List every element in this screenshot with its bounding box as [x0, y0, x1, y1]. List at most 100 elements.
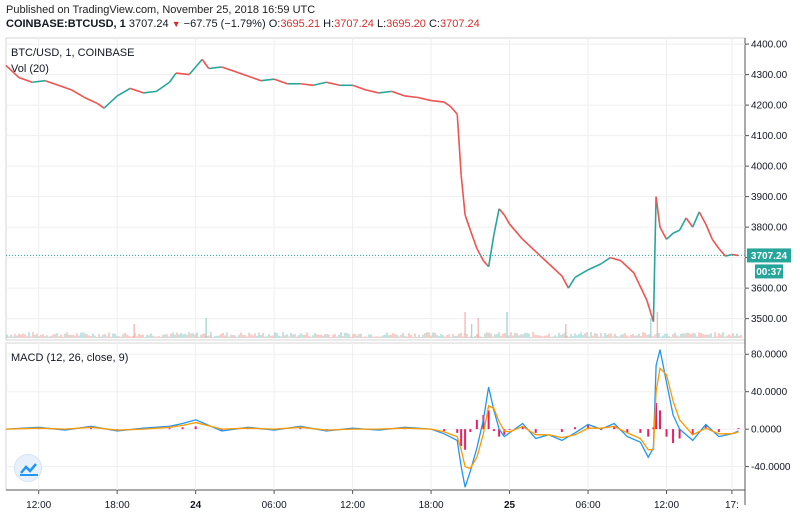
price-segment: [70, 89, 85, 99]
price-axis-label: 3600.00: [751, 284, 788, 295]
published-notice: Published on TradingView.com, November 2…: [6, 4, 316, 16]
macd-axis-label: -40.0000: [751, 462, 791, 473]
tradingview-logo-icon[interactable]: [14, 454, 42, 482]
price-segment: [300, 82, 314, 87]
price-segment: [548, 263, 563, 277]
price-change: −67.75 (−1.79%): [183, 18, 266, 30]
price-segment: [188, 58, 203, 76]
price-segment: [168, 72, 177, 83]
price-segment: [32, 79, 46, 84]
price-segment: [620, 260, 635, 274]
price-segment: [84, 96, 98, 105]
price-segment: [221, 66, 236, 73]
price-segment: [155, 81, 170, 93]
price-segment: [326, 81, 340, 87]
price-segment: [97, 102, 105, 109]
price-axis-label: 4200.00: [751, 101, 788, 112]
time-axis-label: 12:00: [654, 500, 679, 511]
open-value: 3695.21: [280, 18, 321, 30]
time-axis-label: 18:00: [105, 500, 130, 511]
price-segment: [685, 217, 694, 228]
price-segment: [508, 223, 516, 231]
price-segment: [487, 234, 495, 267]
time-axis-label: 12:00: [26, 500, 51, 511]
countdown-badge-bg: [755, 264, 783, 279]
price-segment: [430, 99, 445, 103]
high-label: H:: [323, 18, 335, 30]
symbol-quote-bar: COINBASE:BTCUSD, 1 3707.24 ▼ −67.75 (−1.…: [6, 18, 480, 30]
high-value: 3707.24: [334, 18, 374, 30]
price-segment: [665, 232, 674, 240]
price-segment: [678, 217, 687, 231]
price-segment: [718, 247, 726, 257]
price-segment: [535, 250, 550, 265]
time-axis-label: 06:00: [576, 500, 601, 511]
price-axis-label: 4300.00: [751, 70, 788, 81]
time-axis-label: 06:00: [262, 500, 287, 511]
price-segment: [365, 89, 379, 94]
price-segment: [247, 75, 262, 82]
price-segment: [175, 72, 190, 76]
price-segment: [450, 106, 458, 115]
time-axis-label: 17:: [725, 500, 739, 511]
price-segment: [260, 78, 275, 82]
price-segment: [116, 87, 131, 97]
macd-axis-label: 40.0000: [751, 387, 788, 398]
price-segment: [460, 175, 466, 216]
price-segment: [503, 214, 511, 225]
price-segment: [469, 229, 478, 249]
price-segment: [705, 223, 714, 240]
price-segment: [482, 260, 490, 268]
signal-line: [5, 366, 739, 470]
price-segment: [691, 211, 700, 228]
price-segment: [5, 64, 20, 79]
volume-legend: Vol (20): [11, 63, 49, 75]
price-segment: [273, 78, 288, 85]
price-segment: [610, 256, 621, 262]
price-segment: [234, 70, 249, 77]
price-segment: [391, 90, 406, 97]
time-axis-label: 24: [190, 500, 202, 511]
time-axis-label: 18:00: [419, 500, 444, 511]
price-segment: [698, 211, 707, 225]
price-segment: [129, 87, 144, 94]
price-segment: [143, 90, 157, 94]
price-axis-label: 3800.00: [751, 223, 788, 234]
price-segment: [378, 90, 392, 94]
price-pane-legend: BTC/USD, 1, COINBASE: [11, 47, 134, 59]
price-segment: [443, 101, 452, 108]
price-segment: [313, 81, 327, 87]
low-label: L:: [376, 18, 387, 30]
price-badge-bg: [747, 248, 791, 263]
down-triangle-icon: ▼: [171, 19, 181, 29]
price-segment: [711, 238, 720, 249]
close-value: 3707.24: [439, 18, 480, 30]
price-axis-label: 3900.00: [751, 192, 788, 203]
price-segment: [655, 196, 661, 228]
price-segment: [18, 76, 33, 83]
price-segment: [633, 272, 648, 301]
open-label: O:: [268, 18, 281, 30]
price-badge: 3707.24: [751, 251, 788, 262]
price-segment: [417, 96, 432, 102]
price-segment: [514, 229, 524, 240]
price-segment: [567, 277, 576, 289]
price-segment: [44, 79, 59, 87]
price-segment: [456, 114, 462, 176]
price-segment: [659, 226, 668, 240]
price-segment: [208, 66, 222, 70]
price-segment: [587, 263, 602, 271]
close-label: C:: [428, 18, 440, 30]
price-segment: [201, 58, 210, 69]
price-segment: [561, 275, 570, 289]
low-value: 3695.20: [386, 18, 426, 30]
price-axis-label: 3500.00: [751, 314, 788, 325]
price-axis-label: 4100.00: [751, 131, 788, 142]
price-segment: [404, 95, 419, 99]
price-segment: [646, 300, 655, 322]
price-segment: [103, 95, 118, 109]
price-segment: [464, 214, 472, 231]
price-segment: [600, 256, 611, 265]
price-segment: [493, 208, 500, 235]
